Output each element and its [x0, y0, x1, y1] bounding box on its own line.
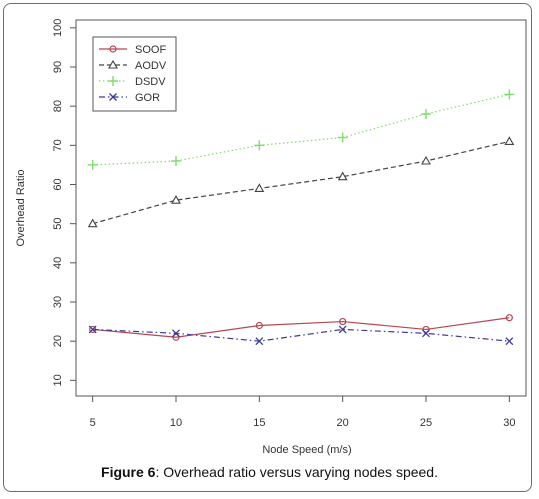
x-tick-label: 5 [90, 417, 96, 429]
cross-marker [422, 329, 430, 338]
triangle-marker [504, 136, 515, 145]
cross-marker-b [109, 93, 117, 101]
cross-marker-b [505, 337, 514, 346]
x-tick-label: 10 [170, 417, 182, 429]
circle-marker [255, 321, 263, 330]
cross-marker-b [338, 325, 347, 334]
plus-marker [87, 159, 98, 170]
cross-marker [338, 325, 347, 334]
plus-marker [504, 89, 515, 100]
series-aodv-point [171, 195, 181, 204]
series-soof-point [339, 317, 347, 326]
series-soof-point [505, 314, 513, 322]
cross-marker [255, 337, 264, 346]
plus-marker [108, 76, 118, 86]
circle-marker [339, 317, 347, 326]
y-tick-label: 40 [52, 257, 64, 269]
series-dsdv [87, 89, 515, 170]
plus-marker [254, 140, 265, 151]
legend-item-soof: SOOF [99, 44, 166, 56]
series-dsdv-point [171, 156, 181, 166]
series-dsdv-point [87, 159, 98, 170]
chart: 10 20 30 40 50 60 70 80 90 100 5 10 15 20 25 30 Overhe… [15, 19, 527, 456]
series-aodv-point [421, 155, 431, 165]
y-axis-title: Overhead Ratio [15, 169, 27, 246]
triangle-marker [421, 155, 431, 165]
series-dsdv-line [92, 93, 510, 166]
series-dsdv-point [254, 140, 265, 151]
cross-marker-b [172, 329, 180, 338]
circle-marker [109, 45, 117, 53]
cross-marker-b [255, 337, 264, 346]
plus-marker [337, 132, 348, 143]
caption-label: Figure 6 [101, 464, 156, 480]
legend-label: AODV [135, 60, 167, 72]
y-tick-label: 20 [52, 335, 64, 347]
series-gor-line [92, 328, 510, 342]
x-tick-label: 15 [253, 417, 265, 429]
y-tick-label: 90 [52, 61, 64, 73]
plus-marker [421, 109, 431, 119]
legend-label: GOR [135, 92, 160, 104]
series-gor-point [338, 325, 347, 334]
series-gor-point [505, 337, 514, 346]
cross-marker [109, 93, 117, 101]
legend-label: SOOF [135, 44, 166, 56]
cross-marker [88, 325, 97, 334]
cross-marker-b [422, 329, 430, 338]
legend: SOOF AODV DSDV GOR [92, 36, 177, 112]
y-tick-label: 50 [52, 218, 64, 230]
series-soof-point [255, 321, 263, 330]
series-aodv-point [254, 183, 265, 192]
x-axis-title: Node Speed (m/s) [262, 444, 351, 456]
cross-marker-b [88, 325, 97, 334]
series-dsdv-point [421, 109, 431, 119]
circle-marker [505, 314, 513, 322]
series-dsdv-point [337, 132, 348, 143]
plot-area [75, 19, 527, 397]
triangle-marker [87, 218, 98, 228]
series-aodv [87, 136, 515, 228]
x-tick-label: 20 [337, 417, 349, 429]
y-tick-label: 60 [52, 178, 64, 190]
figure-frame [3, 3, 532, 492]
series-gor-point [88, 325, 97, 334]
x-tick-label: 30 [503, 417, 515, 429]
plus-marker [171, 156, 181, 166]
y-tick-label: 30 [52, 296, 64, 308]
series-soof-line [92, 317, 510, 338]
legend-item-dsdv: DSDV [99, 76, 166, 88]
y-tick-label: 100 [52, 19, 64, 37]
triangle-marker [171, 195, 181, 204]
series-aodv-point [504, 136, 515, 145]
series-layer [87, 89, 515, 346]
x-tick-label: 25 [420, 417, 432, 429]
series-soof [89, 314, 513, 341]
figure-caption: Figure 6: Overhead ratio versus varying … [0, 464, 539, 480]
series-aodv-line [92, 140, 510, 225]
series-gor-point [422, 329, 430, 338]
triangle-marker [108, 59, 118, 69]
triangle-marker [337, 171, 348, 181]
x-axis: 5 10 15 20 25 30 [90, 396, 515, 429]
series-aodv-point [87, 218, 98, 228]
cross-marker [505, 337, 514, 346]
y-tick-label: 10 [52, 374, 64, 386]
y-tick-label: 80 [52, 100, 64, 112]
y-axis: 10 20 30 40 50 60 70 80 90 100 [52, 19, 76, 386]
series-aodv-point [337, 171, 348, 181]
series-gor-point [255, 337, 264, 346]
legend-label: DSDV [135, 76, 166, 88]
series-gor [88, 325, 514, 346]
series-dsdv-point [504, 89, 515, 100]
y-tick-label: 70 [52, 139, 64, 151]
triangle-marker [254, 183, 265, 192]
legend-item-gor: GOR [99, 92, 160, 104]
cross-marker [172, 329, 180, 338]
caption-text: : Overhead ratio versus varying nodes sp… [155, 464, 438, 480]
series-gor-point [172, 329, 180, 338]
legend-item-aodv: AODV [99, 59, 167, 72]
